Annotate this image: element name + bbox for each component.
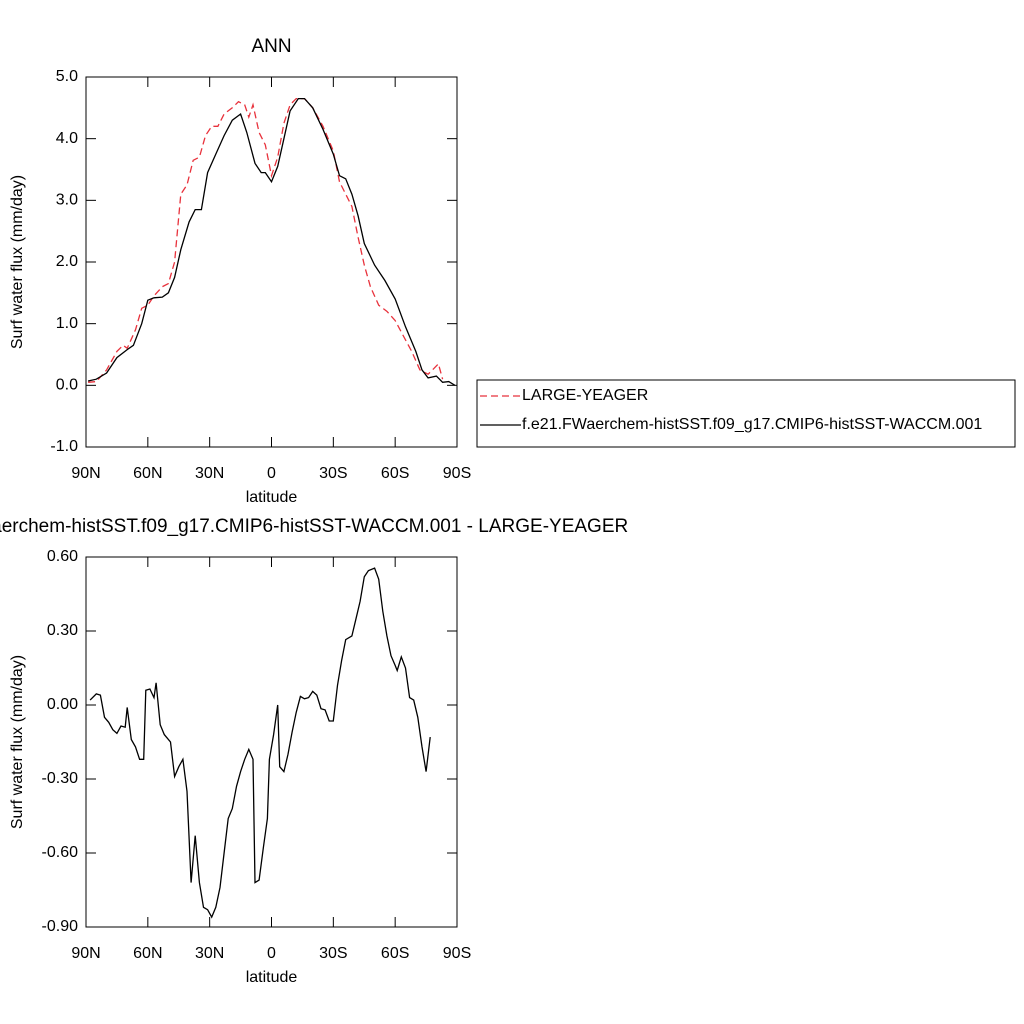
x-tick-label: 30S xyxy=(319,945,347,962)
plot-frame xyxy=(85,76,458,448)
y-axis-label: Surf water flux (mm/day) xyxy=(9,655,26,829)
x-tick-label: 90N xyxy=(71,945,100,962)
x-tick-label: 90N xyxy=(71,465,100,482)
legend-label: f.e21.FWaerchem-histSST.f09_g17.CMIP6-hi… xyxy=(522,416,982,433)
x-tick-label: 30S xyxy=(319,465,347,482)
y-tick-label: 0.0 xyxy=(56,377,78,394)
x-tick-label: 0 xyxy=(267,945,276,962)
y-tick-label: -1.0 xyxy=(50,438,78,455)
y-tick-label: 3.0 xyxy=(56,192,78,209)
plot-frame xyxy=(85,556,458,928)
y-tick-label: 0.30 xyxy=(47,622,78,639)
x-axis-label: latitude xyxy=(246,489,298,506)
legend-label: LARGE-YEAGER xyxy=(522,387,648,404)
chart-title: f.e21.FWaerchem-histSST.f09_g17.CMIP6-hi… xyxy=(0,516,628,537)
x-tick-label: 90S xyxy=(443,465,471,482)
legend-box xyxy=(476,379,1016,448)
y-tick-label: 0.00 xyxy=(47,696,78,713)
x-tick-label: 30N xyxy=(195,945,224,962)
data-line xyxy=(87,97,456,386)
y-tick-label: -0.90 xyxy=(42,918,79,935)
y-tick-label: -0.30 xyxy=(42,770,79,787)
y-tick-label: 2.0 xyxy=(56,253,78,270)
x-tick-label: 60S xyxy=(381,465,409,482)
data-line xyxy=(89,567,431,919)
x-tick-label: 0 xyxy=(267,465,276,482)
chart-title: ANN xyxy=(251,36,291,57)
y-tick-label: -0.60 xyxy=(42,844,79,861)
y-tick-label: 0.60 xyxy=(47,548,78,565)
x-tick-label: 60S xyxy=(381,945,409,962)
data-line xyxy=(88,97,444,383)
x-tick-label: 60N xyxy=(133,465,162,482)
x-tick-label: 60N xyxy=(133,945,162,962)
y-tick-label: 1.0 xyxy=(56,315,78,332)
x-tick-label: 30N xyxy=(195,465,224,482)
x-tick-label: 90S xyxy=(443,945,471,962)
y-axis-label: Surf water flux (mm/day) xyxy=(9,175,26,349)
x-axis-label: latitude xyxy=(246,969,298,986)
y-tick-label: 5.0 xyxy=(56,68,78,85)
y-tick-label: 4.0 xyxy=(56,130,78,147)
